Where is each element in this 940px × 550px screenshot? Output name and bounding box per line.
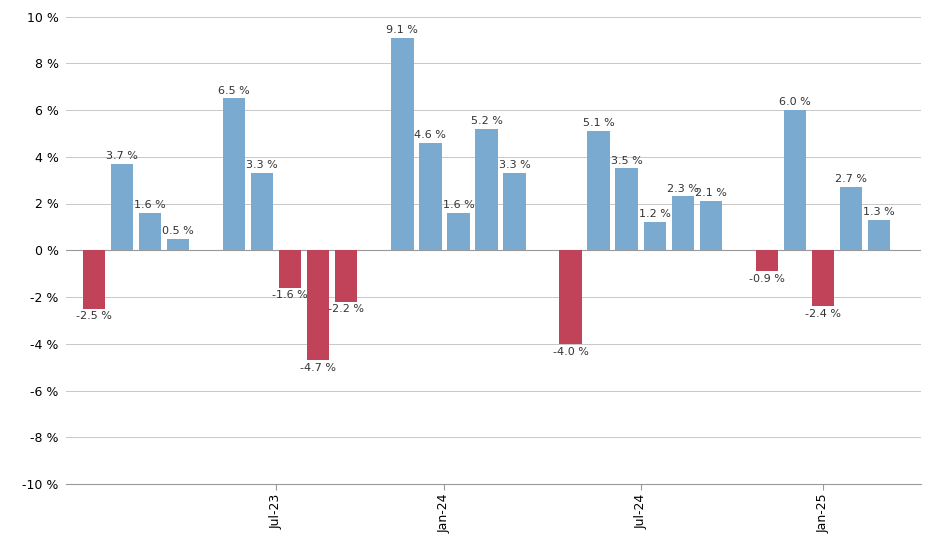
Bar [307, 250, 329, 360]
Bar [476, 129, 497, 250]
Bar [616, 168, 638, 250]
Text: -2.2 %: -2.2 % [328, 305, 365, 315]
Text: 0.5 %: 0.5 % [162, 226, 194, 236]
Bar [868, 220, 890, 250]
Text: -2.4 %: -2.4 % [805, 309, 841, 319]
Bar [139, 213, 161, 250]
Bar [839, 187, 862, 250]
Text: 2.1 %: 2.1 % [695, 188, 727, 199]
Bar [279, 250, 302, 288]
Text: 5.2 %: 5.2 % [471, 116, 502, 126]
Text: 6.5 %: 6.5 % [218, 85, 250, 96]
Text: 2.3 %: 2.3 % [666, 184, 698, 194]
Bar [447, 213, 470, 250]
Bar [588, 131, 610, 250]
Text: 6.0 %: 6.0 % [779, 97, 811, 107]
Text: 9.1 %: 9.1 % [386, 25, 418, 35]
Text: 2.7 %: 2.7 % [835, 174, 867, 184]
Text: 1.6 %: 1.6 % [443, 200, 475, 210]
Bar [559, 250, 582, 344]
Text: -4.7 %: -4.7 % [300, 363, 337, 373]
Bar [699, 201, 722, 250]
Bar [391, 37, 414, 250]
Text: 3.3 %: 3.3 % [246, 160, 278, 170]
Bar [419, 143, 442, 250]
Bar [111, 164, 133, 250]
Text: 1.2 %: 1.2 % [639, 210, 671, 219]
Text: 1.6 %: 1.6 % [134, 200, 165, 210]
Bar [644, 222, 666, 250]
Text: 5.1 %: 5.1 % [583, 118, 615, 128]
Bar [166, 239, 189, 250]
Bar [223, 98, 245, 250]
Text: 4.6 %: 4.6 % [415, 130, 446, 140]
Bar [812, 250, 835, 306]
Bar [756, 250, 778, 271]
Bar [83, 250, 105, 309]
Text: -1.6 %: -1.6 % [273, 290, 308, 300]
Bar [251, 173, 274, 250]
Text: 1.3 %: 1.3 % [863, 207, 895, 217]
Bar [671, 196, 694, 250]
Bar [503, 173, 525, 250]
Text: -0.9 %: -0.9 % [749, 274, 785, 284]
Text: 3.3 %: 3.3 % [498, 160, 530, 170]
Text: 3.5 %: 3.5 % [611, 156, 643, 166]
Text: -2.5 %: -2.5 % [76, 311, 112, 322]
Bar [335, 250, 357, 301]
Text: -4.0 %: -4.0 % [553, 346, 588, 356]
Text: 3.7 %: 3.7 % [106, 151, 138, 161]
Bar [784, 110, 807, 250]
